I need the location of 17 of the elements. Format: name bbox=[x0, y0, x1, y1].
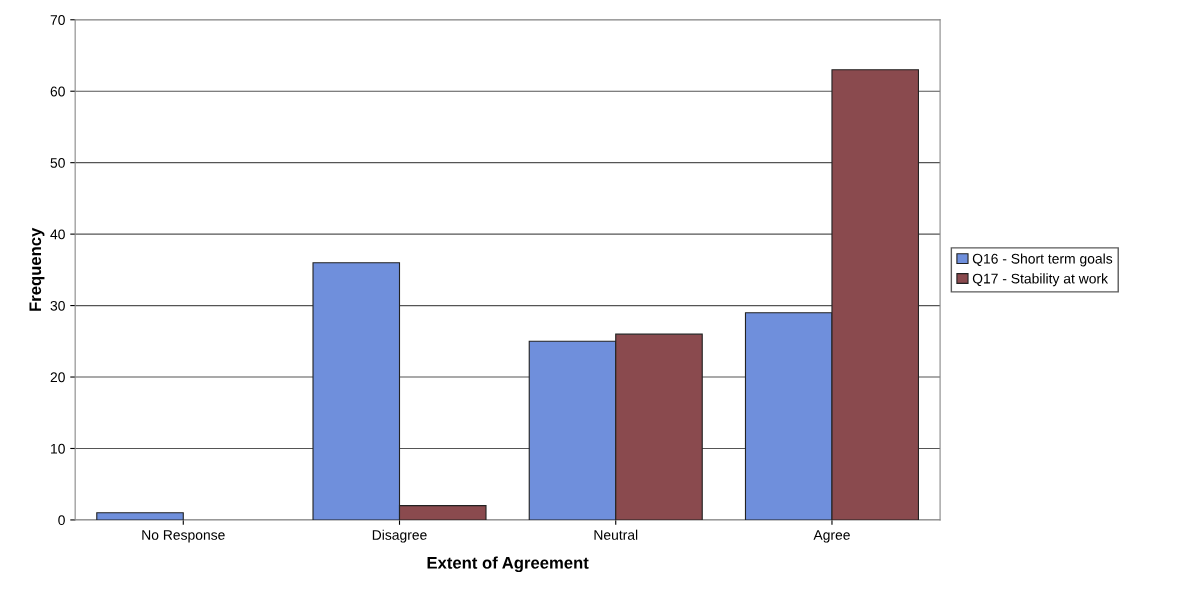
y-tick-label: 70 bbox=[50, 15, 65, 25]
x-axis-title: Extent of Agreement bbox=[427, 556, 589, 573]
x-tick-label: Disagree bbox=[372, 529, 427, 543]
legend-label: Q17 - Stability at work bbox=[972, 273, 1109, 287]
y-tick-label: 50 bbox=[50, 158, 65, 168]
y-tick-label: 40 bbox=[50, 229, 65, 240]
legend-label: Q16 - Short term goals bbox=[972, 253, 1113, 267]
bar bbox=[96, 512, 184, 520]
x-tick-label: No Response bbox=[142, 530, 225, 543]
y-tick-label: 60 bbox=[50, 86, 65, 97]
y-axis-title: Frequency bbox=[29, 227, 45, 311]
x-tick-label: Neutral bbox=[594, 529, 638, 540]
y-tick-label: 30 bbox=[50, 300, 65, 311]
y-tick-label: 10 bbox=[51, 443, 65, 454]
x-tick-label: Agree bbox=[813, 530, 850, 543]
y-tick-label: 0 bbox=[58, 515, 65, 526]
y-tick-label: 20 bbox=[50, 372, 65, 383]
